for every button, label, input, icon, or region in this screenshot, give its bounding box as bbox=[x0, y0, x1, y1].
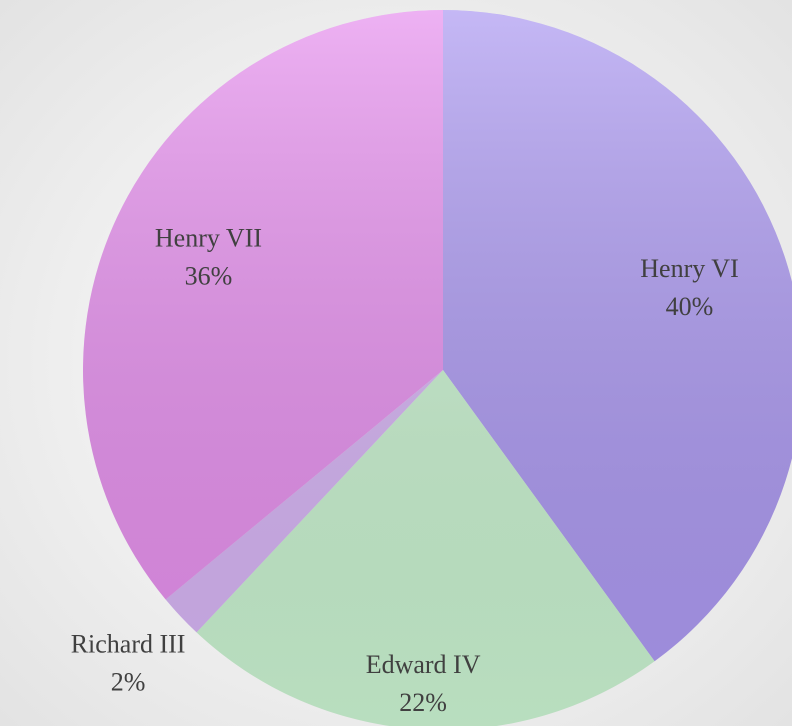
slice-label: Henry VII bbox=[155, 224, 262, 253]
slice-label: Edward IV bbox=[366, 650, 481, 679]
slice-label: Richard III bbox=[71, 630, 186, 659]
slice-value-label: 40% bbox=[666, 292, 714, 321]
pie bbox=[82, 10, 792, 726]
slice-value-label: 22% bbox=[399, 688, 447, 717]
labels: Henry VI 40% Edward IV 22% Richard III 2% Henr… bbox=[71, 224, 739, 718]
slice-value-label: 36% bbox=[185, 262, 233, 291]
slice-value-label: 2% bbox=[111, 668, 146, 697]
slice-label: Henry VI bbox=[640, 254, 738, 283]
